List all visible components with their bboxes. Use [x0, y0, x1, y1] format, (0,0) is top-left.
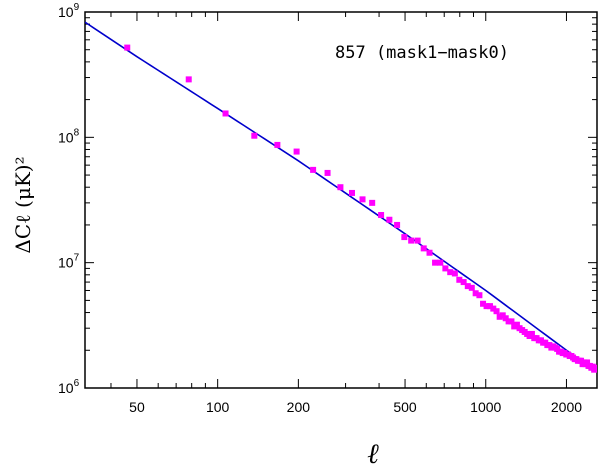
- x-tick-labels: 50 100 200 500 1000 2000: [129, 399, 582, 415]
- data-point: [508, 318, 515, 325]
- x-tick-label: 500: [393, 399, 417, 415]
- y-tick-label: 109: [58, 2, 80, 20]
- data-point: [456, 276, 463, 283]
- data-point: [324, 169, 331, 176]
- data-point: [592, 364, 597, 371]
- data-point: [185, 76, 192, 83]
- axis-ticks: [85, 11, 597, 389]
- x-tick-label: 100: [206, 399, 230, 415]
- x-axis-label: ℓ: [367, 437, 379, 470]
- data-point: [476, 292, 483, 299]
- data-point: [451, 270, 458, 277]
- data-point: [437, 259, 444, 266]
- data-point: [496, 313, 503, 320]
- data-point: [222, 110, 229, 117]
- data-point: [468, 284, 475, 291]
- data-point: [337, 184, 344, 191]
- x-tick-label: 50: [129, 399, 145, 415]
- data-point: [460, 279, 467, 286]
- plot-annotation: 857 (mask1−mask0): [335, 43, 509, 63]
- data-point: [420, 245, 427, 252]
- data-point: [480, 300, 487, 307]
- y-axis-label: ΔCℓ (μK)²: [11, 156, 35, 253]
- x-tick-label: 200: [287, 399, 311, 415]
- data-point: [528, 330, 535, 337]
- data-point: [310, 166, 317, 173]
- data-point: [369, 199, 376, 206]
- y-tick-label: 106: [58, 378, 80, 396]
- data-point: [348, 189, 355, 196]
- data-point: [432, 259, 439, 266]
- x-tick-label: 1000: [470, 399, 501, 415]
- data-point: [378, 212, 385, 219]
- data-point: [490, 305, 497, 312]
- y-tick-label: 108: [58, 127, 80, 145]
- data-point: [293, 148, 300, 155]
- data-point: [408, 237, 415, 244]
- data-point: [513, 321, 520, 328]
- data-point: [124, 44, 131, 51]
- data-point: [447, 269, 454, 276]
- data-point: [386, 216, 393, 223]
- data-point: [584, 359, 591, 366]
- x-tick-label: 2000: [551, 399, 582, 415]
- data-point: [426, 249, 433, 256]
- data-point: [401, 234, 408, 241]
- data-point: [359, 196, 366, 203]
- data-point: [486, 303, 493, 310]
- data-point: [578, 357, 585, 364]
- data-point: [493, 308, 500, 315]
- data-point: [442, 265, 449, 272]
- data-point: [502, 315, 509, 322]
- y-tick-labels: 106 107 108 109: [58, 2, 80, 396]
- data-point: [394, 221, 401, 228]
- data-point: [464, 283, 471, 290]
- data-point: [483, 303, 490, 310]
- data-point: [414, 237, 421, 244]
- data-point: [251, 132, 258, 139]
- fit-line: [85, 21, 597, 373]
- data-points: [124, 44, 597, 373]
- data-point: [472, 290, 479, 297]
- data-point: [274, 141, 281, 148]
- y-tick-label: 107: [58, 253, 80, 271]
- plot-frame: [84, 11, 598, 389]
